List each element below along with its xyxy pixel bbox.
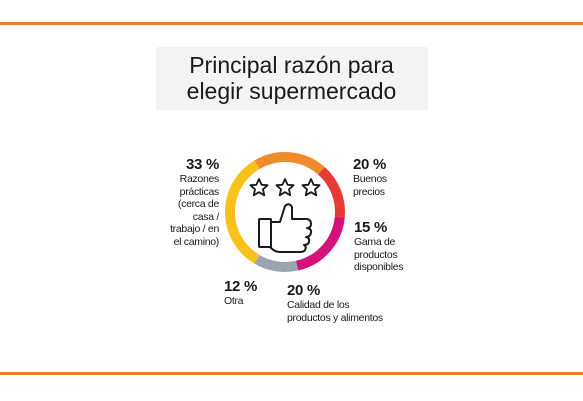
donut-slice-1: [254, 152, 325, 175]
slice-text-line: trabajo / en: [170, 223, 219, 235]
slice-text-line: Razones: [179, 173, 220, 185]
slice-text-line: Calidad de los: [287, 299, 350, 311]
slice-text-line: Gama de: [354, 236, 396, 248]
slice-percent: 33 %: [186, 156, 219, 173]
slice-text-line: casa /: [192, 210, 220, 223]
slice-label-calidad: 20 % Calidad de los productos y alimento…: [287, 283, 407, 324]
slice-text-line: precios: [353, 185, 385, 198]
slice-text-line: (cerca de: [177, 198, 219, 210]
slice-percent: 20 %: [353, 156, 386, 173]
slice-text-line: productos y alimentos: [287, 311, 383, 324]
donut-slice-0: [225, 160, 260, 264]
donut-slices: [225, 152, 345, 272]
chart-title-line-1: Principal razón para: [189, 52, 394, 78]
slice-text: Calidad de los productos y alimentos: [287, 299, 407, 324]
slice-text: Razones prácticas (cerca de casa / traba…: [159, 173, 219, 248]
title-background: [156, 47, 428, 110]
slice-text-line: disponibles: [354, 261, 404, 273]
slice-text: Buenos precios: [353, 173, 413, 198]
chart-title-line-2: elegir supermercado: [186, 78, 397, 104]
slice-text-line: el camino): [173, 235, 220, 248]
slice-text: Otra: [224, 295, 274, 308]
slice-label-otra: 12 % Otra: [224, 279, 274, 308]
donut-slice-2: [317, 166, 345, 218]
star-icon: [275, 178, 295, 197]
chart-title: Principal razón para elegir supermercado: [0, 52, 583, 104]
donut-slice-3: [295, 216, 345, 271]
slice-label-gama-de-productos: 15 % Gama de productos disponibles: [354, 220, 424, 274]
slice-text-line: productos: [354, 248, 398, 261]
slice-percent: 12 %: [224, 278, 257, 295]
star-icons: [249, 178, 321, 197]
donut-slice-4: [254, 254, 299, 272]
bottom-rule: [0, 372, 583, 375]
slice-text-line: prácticas: [179, 185, 220, 198]
slice-label-razones-practicas: 33 % Razones prácticas (cerca de casa / …: [139, 157, 219, 248]
slice-text-line: Otra: [224, 295, 244, 307]
slice-text-line: Buenos: [353, 173, 387, 185]
thumbs-up-icon: [258, 203, 313, 253]
star-icon: [249, 178, 269, 197]
star-icon: [301, 178, 321, 197]
slice-text: Gama de productos disponibles: [354, 236, 424, 274]
slice-percent: 20 %: [287, 282, 320, 299]
slice-label-buenos-precios: 20 % Buenos precios: [353, 157, 413, 198]
slice-percent: 15 %: [354, 219, 387, 236]
top-rule: [0, 22, 583, 25]
